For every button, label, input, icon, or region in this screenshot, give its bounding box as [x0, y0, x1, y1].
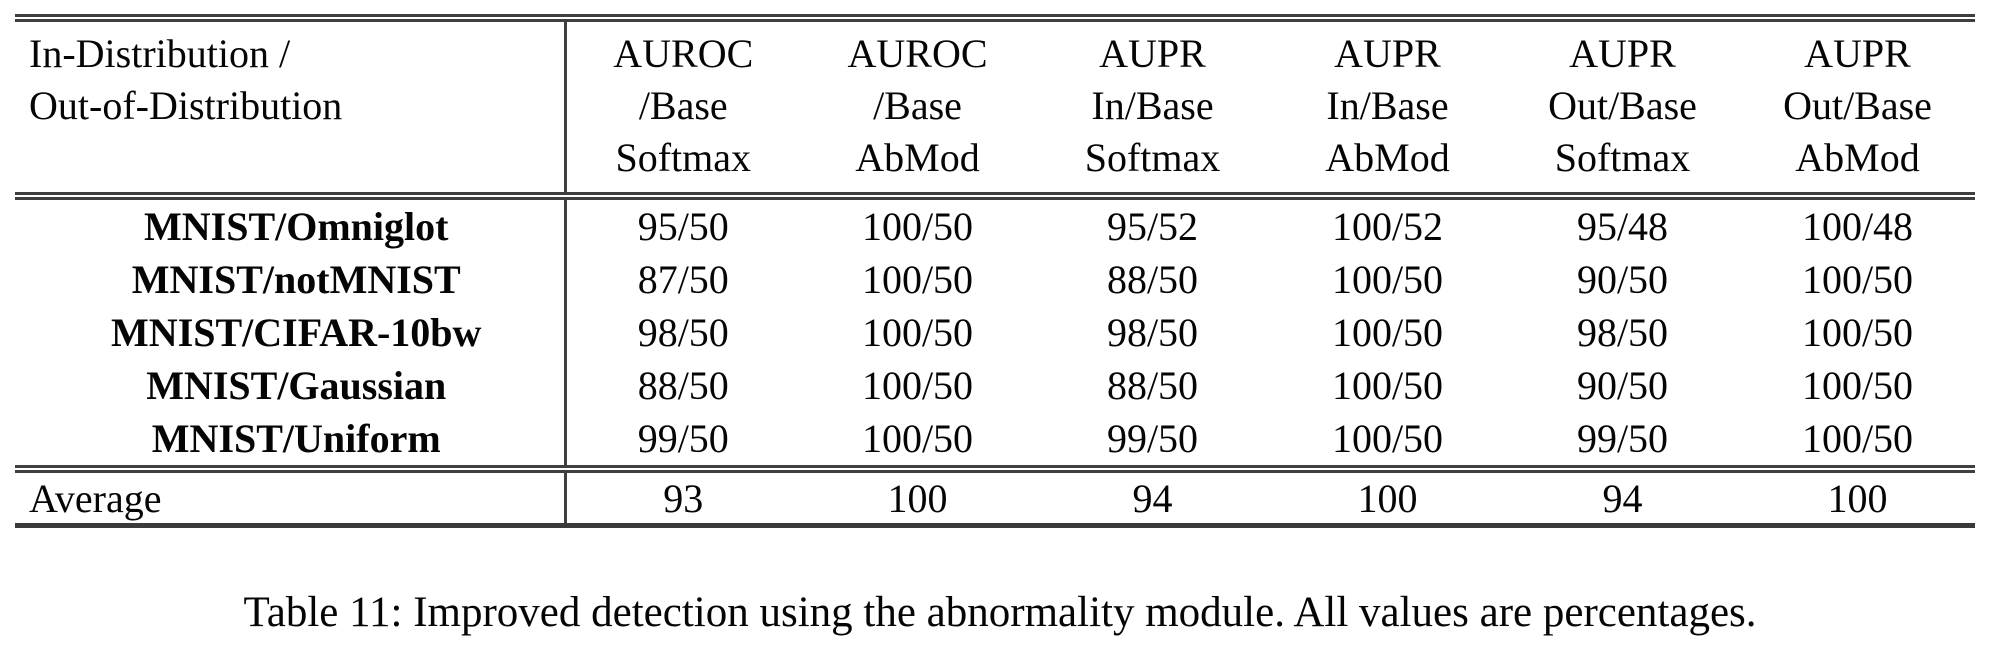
- cell-value: 98/50: [637, 310, 729, 355]
- cell-value: 99/50: [1106, 416, 1199, 461]
- cell-value: 100/50: [861, 310, 974, 355]
- average-value: 93: [565, 465, 800, 528]
- cell-value: 100/48: [1801, 204, 1914, 249]
- cell-value: 100/50: [1801, 416, 1914, 461]
- average-label: Average: [15, 465, 567, 528]
- cell-value: 90/50: [1576, 363, 1669, 408]
- header-line: AbMod: [1795, 135, 1920, 180]
- header-cell-auprout-softmax: AUPR Out/Base Softmax: [1505, 14, 1740, 200]
- cell-value: 100/50: [861, 416, 974, 461]
- header-line: AUPR: [1099, 31, 1206, 76]
- table-row-notmnist: MNIST/notMNIST 87/50 100/50 88/50 100/50…: [15, 253, 1975, 306]
- cell-value: 100/50: [1331, 310, 1444, 355]
- table-caption: Table 11: Improved detection using the a…: [243, 589, 1757, 636]
- average-value: 94: [1035, 465, 1270, 528]
- average-value: 100: [800, 465, 1035, 528]
- cell-value: 100/50: [1801, 257, 1914, 302]
- header-row: In-Distribution / Out-of-Distribution AU…: [15, 14, 1975, 200]
- cell-value: 98/50: [1106, 310, 1199, 355]
- header-line: In/Base: [1091, 83, 1214, 128]
- row-label: MNIST/Uniform: [15, 412, 567, 469]
- cell-value: 88/50: [637, 363, 729, 408]
- header-line: /Base: [873, 83, 962, 128]
- table-row-omniglot: MNIST/Omniglot 95/50 100/50 95/52 100/52…: [15, 196, 1975, 253]
- cell-value: 100/50: [1801, 363, 1914, 408]
- cell-value: 95/50: [637, 204, 729, 249]
- cell-value: 100/50: [861, 204, 974, 249]
- header-line: Softmax: [1554, 135, 1691, 180]
- cell-value: 100/50: [1801, 310, 1914, 355]
- row-label: MNIST/notMNIST: [15, 253, 567, 306]
- cell-value: 99/50: [637, 416, 729, 461]
- table-row-uniform: MNIST/Uniform 99/50 100/50 99/50 100/50 …: [15, 412, 1975, 469]
- header-line: AUPR: [1804, 31, 1911, 76]
- cell-value: 98/50: [1576, 310, 1669, 355]
- header-line: AUROC: [847, 31, 988, 76]
- header-line: Out/Base: [1548, 83, 1697, 128]
- header-line: Out/Base: [1783, 83, 1932, 128]
- header-line: AUPR: [1569, 31, 1676, 76]
- header-line: In/Base: [1326, 83, 1449, 128]
- header-line: AbMod: [855, 135, 980, 180]
- header-cell-distribution: In-Distribution / Out-of-Distribution: [15, 14, 567, 200]
- row-label: MNIST/CIFAR-10bw: [15, 306, 567, 359]
- cell-value: 99/50: [1576, 416, 1669, 461]
- header-line: Softmax: [1084, 135, 1221, 180]
- cell-value: 100/50: [1331, 257, 1444, 302]
- header-cell-auprout-abmod: AUPR Out/Base AbMod: [1740, 14, 1975, 200]
- average-value: 100: [1740, 465, 1975, 528]
- cell-value: 100/50: [1331, 363, 1444, 408]
- row-label: MNIST/Gaussian: [15, 359, 567, 412]
- cell-value: 88/50: [1106, 257, 1199, 302]
- header-line: Softmax: [615, 135, 752, 180]
- cell-value: 87/50: [637, 257, 729, 302]
- header-line: AUROC: [613, 31, 754, 76]
- cell-value: 100/50: [861, 363, 974, 408]
- cell-value: 100/52: [1331, 204, 1444, 249]
- header-line: /Base: [638, 83, 728, 128]
- table-row-gaussian: MNIST/Gaussian 88/50 100/50 88/50 100/50…: [15, 359, 1975, 412]
- header-cell-auroc-abmod: AUROC /Base AbMod: [800, 14, 1035, 200]
- header-cell-auroc-softmax: AUROC /Base Softmax: [565, 14, 800, 200]
- average-value: 100: [1270, 465, 1505, 528]
- header-cell-auprin-softmax: AUPR In/Base Softmax: [1035, 14, 1270, 200]
- cell-value: 90/50: [1576, 257, 1669, 302]
- header-label-line1: In-Distribution /: [29, 31, 291, 76]
- table-row-cifar10bw: MNIST/CIFAR-10bw 98/50 100/50 98/50 100/…: [15, 306, 1975, 359]
- cell-value: 100/50: [1331, 416, 1444, 461]
- average-value: 94: [1505, 465, 1740, 528]
- cell-value: 100/50: [861, 257, 974, 302]
- results-table: In-Distribution / Out-of-Distribution AU…: [15, 14, 1975, 528]
- cell-value: 95/48: [1576, 204, 1669, 249]
- header-label-line2: Out-of-Distribution: [29, 83, 343, 128]
- row-label: MNIST/Omniglot: [15, 196, 567, 253]
- header-line: AUPR: [1334, 31, 1441, 76]
- cell-value: 88/50: [1106, 363, 1199, 408]
- average-row: Average 93 100 94 100 94 100: [15, 465, 1975, 528]
- cell-value: 95/52: [1106, 204, 1199, 249]
- header-cell-auprin-abmod: AUPR In/Base AbMod: [1270, 14, 1505, 200]
- header-line: AbMod: [1325, 135, 1450, 180]
